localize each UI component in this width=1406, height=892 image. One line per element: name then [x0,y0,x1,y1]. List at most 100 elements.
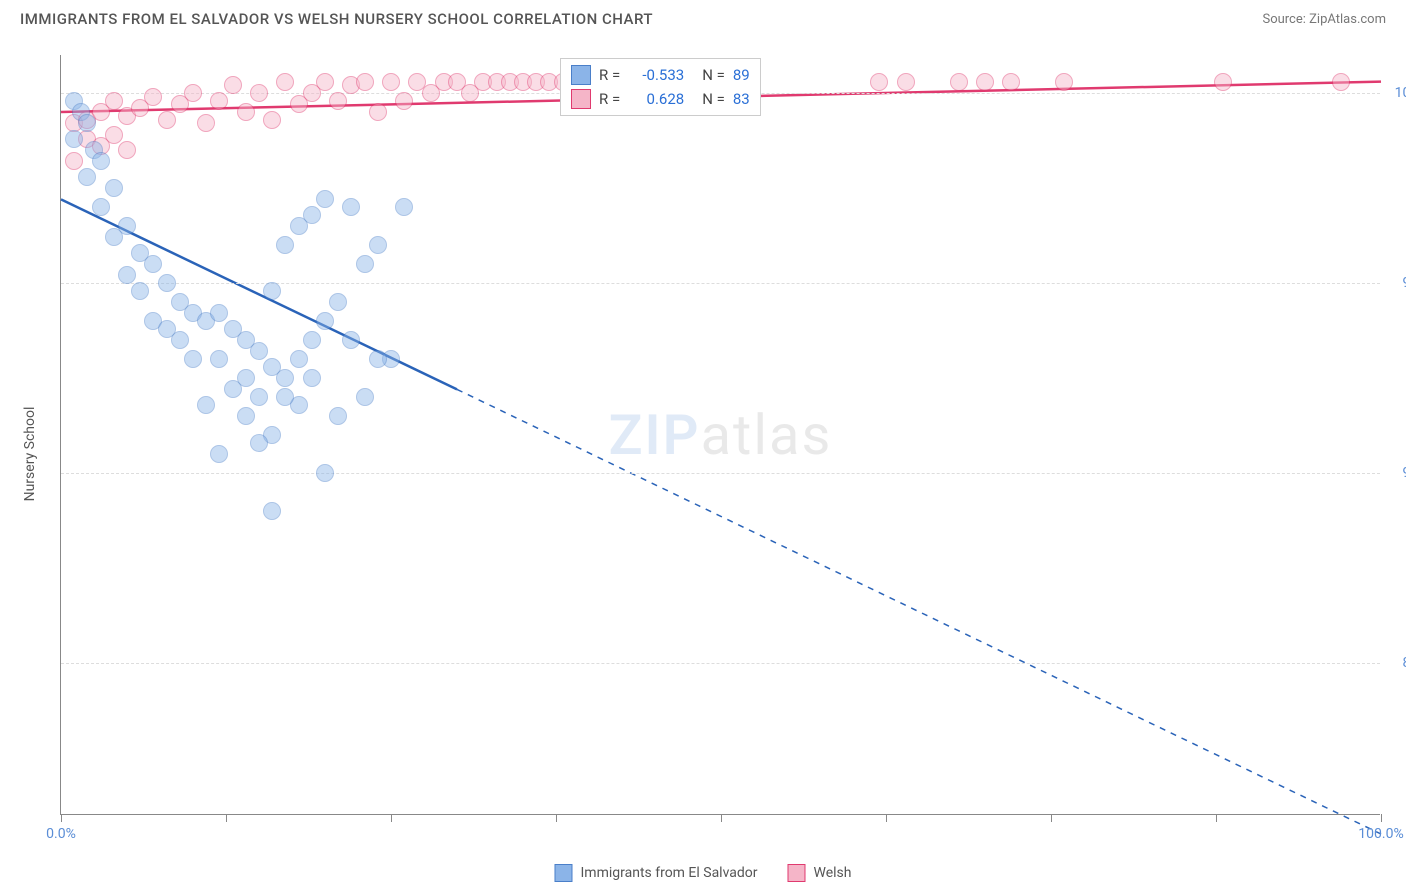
x-tick [886,814,887,822]
data-point [197,114,215,132]
data-point [250,388,268,406]
y-tick-label: 95.0% [1402,275,1406,291]
data-point [118,266,136,284]
legend-label: Welsh [814,865,852,881]
grid-line [61,283,1380,284]
x-tick-label: 100.0% [1358,826,1403,842]
n-label: N = [702,90,725,108]
data-point [237,103,255,121]
data-point [329,92,347,110]
x-tick [1051,814,1052,822]
x-tick [721,814,722,822]
data-point [184,84,202,102]
data-point [276,369,294,387]
data-point [329,293,347,311]
r-label: R = [599,90,620,108]
data-point [316,312,334,330]
x-tick-label: 0.0% [46,826,76,842]
data-point [92,198,110,216]
y-tick-label: 100.0% [1395,85,1406,101]
data-point [105,179,123,197]
x-tick [391,814,392,822]
data-point [65,152,83,170]
n-value: 83 [733,90,750,108]
data-point [356,73,374,91]
legend-swatch [554,864,572,882]
data-point [976,73,994,91]
data-point [158,274,176,292]
data-point [171,331,189,349]
watermark: ZIPatlas [609,402,833,468]
data-point [118,141,136,159]
data-point [897,73,915,91]
data-point [395,198,413,216]
data-point [144,88,162,106]
data-point [224,380,242,398]
data-point [276,388,294,406]
data-point [1002,73,1020,91]
data-point [263,111,281,129]
data-point [276,73,294,91]
data-point [210,350,228,368]
legend-swatch [571,65,591,85]
data-point [237,407,255,425]
r-value: 0.628 [628,90,684,108]
data-point [395,92,413,110]
data-point [369,236,387,254]
legend-item: Immigrants from El Salvador [554,864,757,882]
data-point [210,445,228,463]
data-point [210,92,228,110]
data-point [303,206,321,224]
n-label: N = [702,66,725,84]
data-point [210,304,228,322]
legend-swatch [571,89,591,109]
legend-stats: R = -0.533 N = 89 R = 0.628 N = 83 [560,58,761,116]
data-point [263,502,281,520]
data-point [105,228,123,246]
chart-title: IMMIGRANTS FROM EL SALVADOR VS WELSH NUR… [20,10,653,28]
data-point [1055,73,1073,91]
data-point [303,331,321,349]
grid-line [61,663,1380,664]
data-point [92,152,110,170]
legend-item: Welsh [788,864,852,882]
n-value: 89 [733,66,750,84]
data-point [250,342,268,360]
data-point [105,92,123,110]
legend-label: Immigrants from El Salvador [580,865,757,881]
data-point [356,388,374,406]
data-point [105,126,123,144]
chart-header: IMMIGRANTS FROM EL SALVADOR VS WELSH NUR… [0,0,1406,38]
data-point [369,350,387,368]
data-point [144,255,162,273]
y-tick-label: 90.0% [1402,465,1406,481]
data-point [65,130,83,148]
data-point [316,464,334,482]
x-tick [556,814,557,822]
data-point [131,282,149,300]
x-tick [1381,814,1382,822]
data-point [1214,73,1232,91]
x-tick [226,814,227,822]
r-label: R = [599,66,620,84]
data-point [290,350,308,368]
legend-swatch [788,864,806,882]
data-point [184,350,202,368]
r-value: -0.533 [628,66,684,84]
scatter-chart: ZIPatlas 85.0%90.0%95.0%100.0%0.0%100.0% [60,55,1380,815]
source-attribution: Source: ZipAtlas.com [1262,12,1386,27]
data-point [329,407,347,425]
data-point [950,73,968,91]
x-tick [61,814,62,822]
data-point [276,236,294,254]
legend-row: R = -0.533 N = 89 [571,63,750,87]
data-point [78,114,96,132]
data-point [250,84,268,102]
data-point [197,396,215,414]
y-axis-label: Nursery School [22,407,38,502]
legend-bottom: Immigrants from El Salvador Welsh [554,864,851,882]
data-point [1332,73,1350,91]
data-point [224,76,242,94]
data-point [342,331,360,349]
data-point [382,73,400,91]
